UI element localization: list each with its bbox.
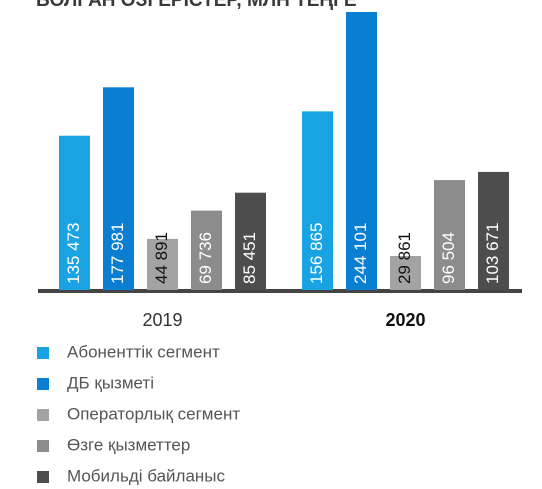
bar [235,192,266,290]
bar [59,135,90,290]
x-tick-label: 2019 [142,310,182,330]
value-label: 156 865 [307,223,326,284]
value-label: 44 891 [152,232,171,284]
value-label: 135 473 [64,223,83,284]
legend-label: ДБ қызметі [67,373,154,392]
bar [103,87,134,290]
baseline [38,289,522,293]
bar [434,180,465,290]
bar [191,210,222,290]
legend-swatch [37,440,49,452]
value-label: 29 861 [395,232,414,284]
legend-label: Өзге қызметтер [67,435,190,454]
bar [390,255,421,290]
value-label: 85 451 [240,232,259,284]
legend-swatch [37,409,49,421]
bar [302,111,333,290]
value-label: 69 736 [196,232,215,284]
legend-swatch [37,378,49,390]
bar [346,12,377,290]
legend-swatch [37,347,49,359]
value-label: 96 504 [439,232,458,284]
value-label: 177 981 [108,223,127,284]
bar [147,238,178,290]
legend-label: Операторлық сегмент [67,404,240,423]
chart-title: БОЛҒАН ӨЗГЕРІСТЕР, МЛН ТЕҢГЕ [36,0,357,11]
value-label: 103 671 [483,223,502,284]
bar [478,171,509,290]
legend-label: Абоненттік сегмент [67,342,220,361]
value-label: 244 101 [351,223,370,284]
legend-label: Мобильді байланыс [67,466,226,485]
x-tick-label: 2020 [385,310,425,330]
legend-swatch [37,471,49,483]
